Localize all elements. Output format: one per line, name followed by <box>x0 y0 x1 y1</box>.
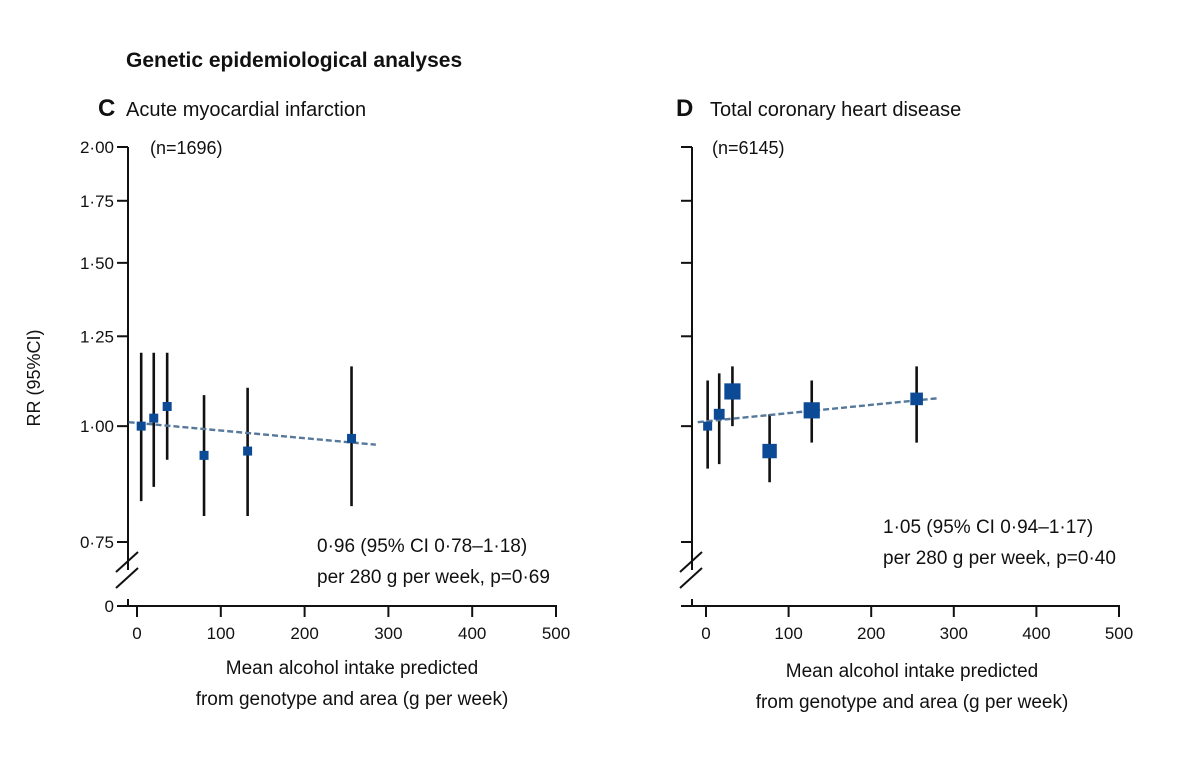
x-tick-label: 0 <box>132 624 141 643</box>
data-point <box>803 402 820 419</box>
estimate-annotation: 0·96 (95% CI 0·78–1·18) <box>317 536 527 557</box>
data-point <box>243 446 253 456</box>
data-point <box>762 443 777 459</box>
chart-panel-c: C Acute myocardial infarction (n=1696) 0·75… <box>24 95 570 710</box>
x-tick-label: 500 <box>542 624 570 643</box>
x-tick-label: 200 <box>857 624 885 643</box>
y-axis-break-mark <box>679 551 703 573</box>
data-point <box>713 408 725 420</box>
y-axis-break-mark <box>115 567 139 589</box>
x-tick-label: 100 <box>774 624 802 643</box>
figure-title: Genetic epidemiological analyses <box>126 49 462 72</box>
x-axis-label-line1: Mean alcohol intake predicted <box>226 658 478 679</box>
estimate-annotation-detail: per 280 g per week, p=0·69 <box>317 567 550 588</box>
x-tick-label: 200 <box>290 624 318 643</box>
y-tick-label: 0·75 <box>80 533 114 552</box>
estimate-annotation-detail: per 280 g per week, p=0·40 <box>883 548 1116 569</box>
panel-letter: D <box>676 95 693 122</box>
data-point <box>136 421 146 431</box>
x-tick-label: 300 <box>940 624 968 643</box>
panel-title: Acute myocardial infarction <box>126 99 366 121</box>
data-point <box>724 383 741 400</box>
panel-title: Total coronary heart disease <box>710 99 961 121</box>
y-tick-label: 1·50 <box>80 254 114 273</box>
x-tick-label: 100 <box>207 624 235 643</box>
data-point <box>703 421 713 431</box>
panel-letter: C <box>98 95 115 122</box>
x-tick-label: 0 <box>701 624 710 643</box>
y-tick-label-zero: 0 <box>105 597 114 616</box>
x-tick-label: 500 <box>1105 624 1133 643</box>
y-tick-label: 1·00 <box>80 417 114 436</box>
data-point <box>199 450 209 460</box>
data-point <box>910 392 923 406</box>
x-axis-label-line1: Mean alcohol intake predicted <box>786 661 1038 682</box>
chart-panel-d: D Total coronary heart disease (n=6145) 0 10… <box>676 95 1133 713</box>
fit-line <box>128 420 376 446</box>
y-tick-label: 1·75 <box>80 192 114 211</box>
data-point <box>162 401 172 411</box>
x-tick-label: 300 <box>374 624 402 643</box>
data-point <box>347 433 357 443</box>
x-axis-label-line2: from genotype and area (g per week) <box>196 689 509 710</box>
x-tick-label: 400 <box>1022 624 1050 643</box>
estimate-annotation: 1·05 (95% CI 0·94–1·17) <box>883 517 1093 538</box>
y-axis-break-mark <box>115 551 139 573</box>
y-tick-label: 2·00 <box>80 138 114 157</box>
x-tick-label: 400 <box>458 624 486 643</box>
y-axis-label: RR (95%CI) <box>24 329 44 426</box>
y-axis-break-mark <box>679 567 703 589</box>
sample-size-label: (n=1696) <box>150 138 223 158</box>
x-axis-label-line2: from genotype and area (g per week) <box>756 692 1069 713</box>
y-tick-label: 1·25 <box>80 327 114 346</box>
sample-size-label: (n=6145) <box>712 138 785 158</box>
data-point <box>149 413 159 423</box>
